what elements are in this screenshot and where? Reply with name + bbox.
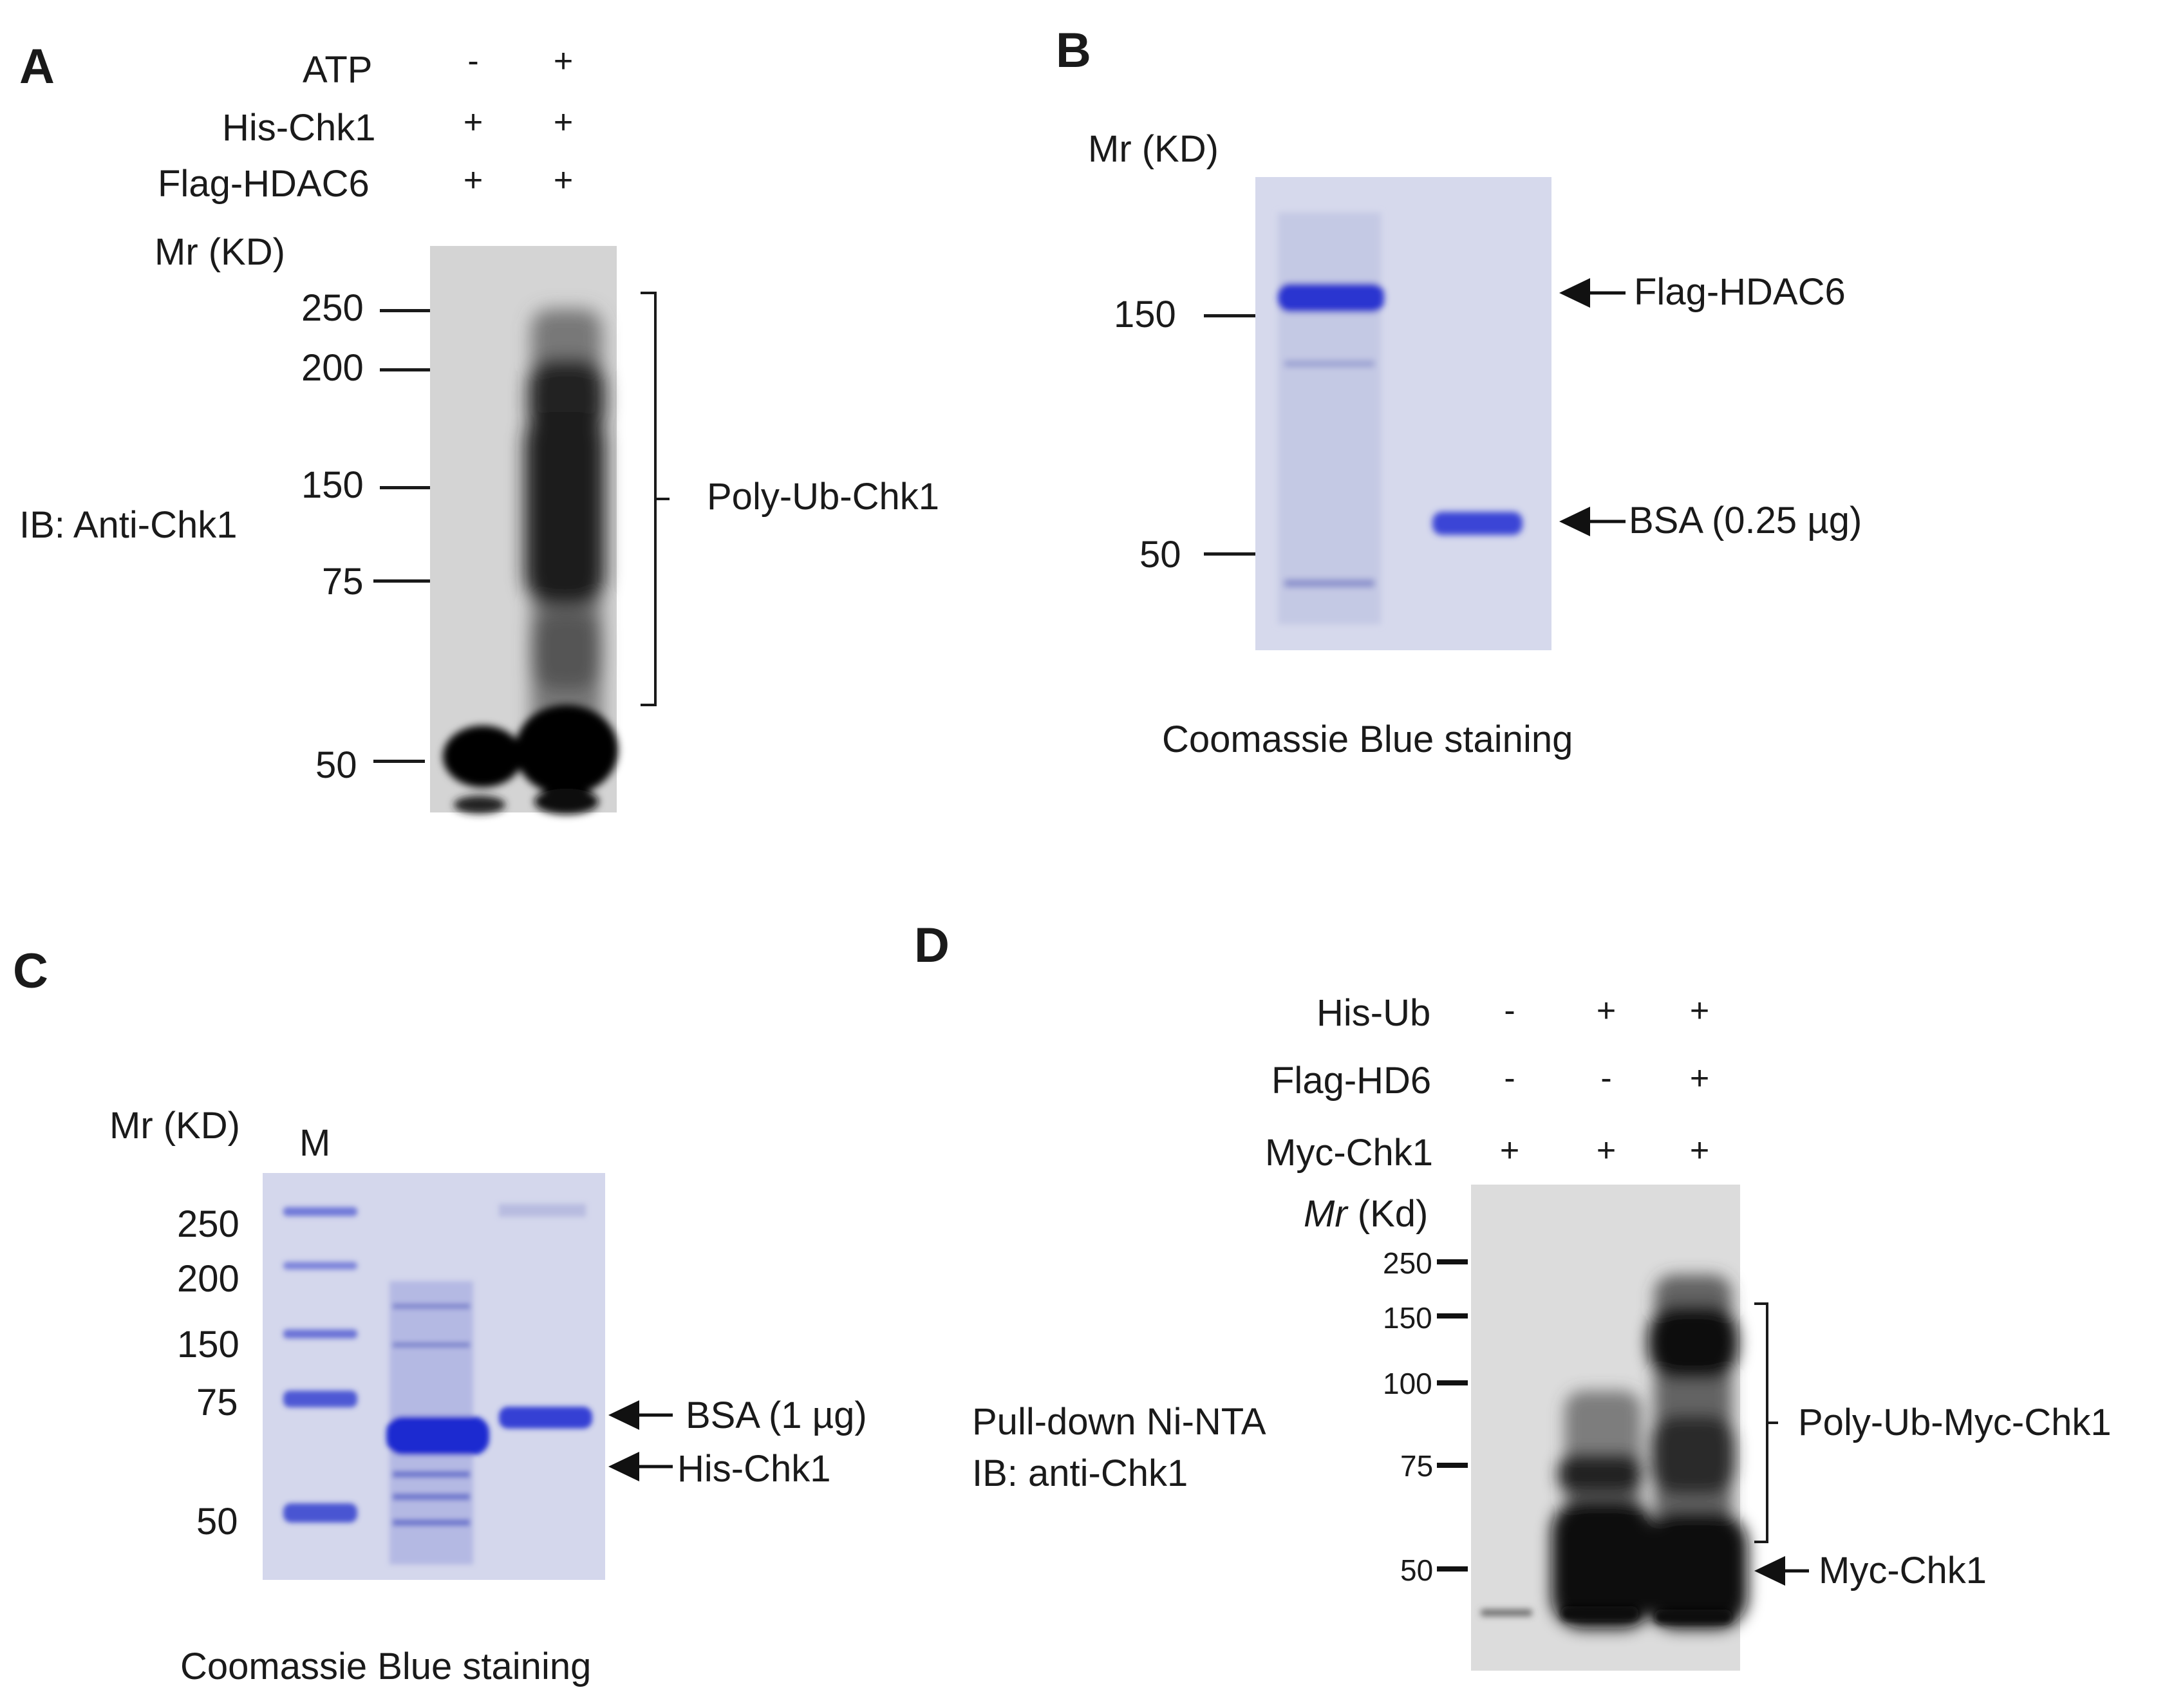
arrow-label-bsa-c: BSA (1 µg): [686, 1394, 867, 1436]
mr-label-b: Mr (KD): [1088, 128, 1219, 170]
marker-c-250: 250: [177, 1203, 239, 1245]
d-lane-2-flag-hd6: -: [1600, 1060, 1612, 1097]
pulldown-line-2: IB: anti-Chk1: [972, 1452, 1188, 1494]
lane-2-flag-hdac6: +: [553, 162, 574, 199]
d-lane-2-myc-chk1: +: [1596, 1132, 1617, 1169]
marker-a-75: 75: [322, 561, 364, 603]
row-label-flag-hdac6: Flag-HDAC6: [158, 163, 370, 205]
row-label-myc-chk1: Myc-Chk1: [1265, 1132, 1434, 1174]
row-label-flag-hd6: Flag-HD6: [1271, 1060, 1432, 1102]
d-lane-3-his-ub: +: [1689, 992, 1710, 1029]
marker-d-100: 100: [1383, 1367, 1432, 1400]
row-label-his-chk1: His-Chk1: [222, 107, 376, 149]
arrow-label-flag-hdac6: Flag-HDAC6: [1634, 271, 1846, 313]
mr-label-d: Mr (Kd): [1304, 1193, 1429, 1235]
marker-d-250: 250: [1383, 1246, 1432, 1280]
mr-label-a: Mr (KD): [155, 231, 285, 273]
arrow-label-his-chk1: His-Chk1: [677, 1448, 831, 1490]
bracket-label-d: Poly-Ub-Myc-Chk1: [1798, 1402, 2112, 1443]
panel-c-letter: C: [13, 944, 48, 999]
marker-c-150: 150: [177, 1324, 239, 1365]
marker-c-200: 200: [177, 1258, 239, 1300]
panel-a-letter: A: [19, 39, 55, 94]
marker-c-75: 75: [196, 1382, 238, 1423]
row-label-atp: ATP: [303, 49, 373, 91]
lane-1-his-chk1: +: [463, 104, 483, 141]
caption-c: Coomassie Blue staining: [180, 1646, 592, 1687]
pulldown-line-1: Pull-down Ni-NTA: [972, 1401, 1266, 1443]
lane-2-atp: +: [553, 42, 574, 80]
ib-label-a: IB: Anti-Chk1: [19, 504, 238, 546]
marker-d-50: 50: [1400, 1553, 1434, 1587]
arrow-label-myc-chk1: Myc-Chk1: [1819, 1550, 1987, 1591]
d-lane-3-myc-chk1: +: [1689, 1132, 1710, 1169]
d-lane-1-myc-chk1: +: [1499, 1132, 1520, 1169]
marker-c-50: 50: [196, 1501, 238, 1543]
marker-a-150: 150: [301, 464, 364, 506]
arrow-label-bsa-b: BSA (0.25 µg): [1629, 500, 1862, 541]
marker-a-200: 200: [301, 347, 364, 389]
lane-2-his-chk1: +: [553, 104, 574, 141]
marker-b-50: 50: [1139, 534, 1181, 576]
caption-b: Coomassie Blue staining: [1162, 718, 1573, 760]
marker-a-250: 250: [301, 287, 364, 329]
d-lane-1-his-ub: -: [1504, 992, 1515, 1029]
d-lane-3-flag-hd6: +: [1689, 1060, 1710, 1097]
lane-1-flag-hdac6: +: [463, 162, 483, 199]
marker-d-75: 75: [1400, 1449, 1434, 1483]
marker-d-150: 150: [1383, 1301, 1432, 1335]
lane-1-atp: -: [467, 42, 479, 80]
lane-label-m: M: [299, 1122, 331, 1164]
marker-b-150: 150: [1114, 294, 1176, 335]
mr-label-c: Mr (KD): [109, 1105, 240, 1147]
marker-a-50: 50: [315, 744, 357, 786]
d-lane-1-flag-hd6: -: [1504, 1060, 1515, 1097]
panel-b-letter: B: [1056, 23, 1091, 78]
d-lane-2-his-ub: +: [1596, 992, 1617, 1029]
bracket-label-a: Poly-Ub-Chk1: [707, 476, 939, 518]
row-label-his-ub: His-Ub: [1317, 992, 1431, 1034]
panel-d-letter: D: [914, 918, 950, 973]
